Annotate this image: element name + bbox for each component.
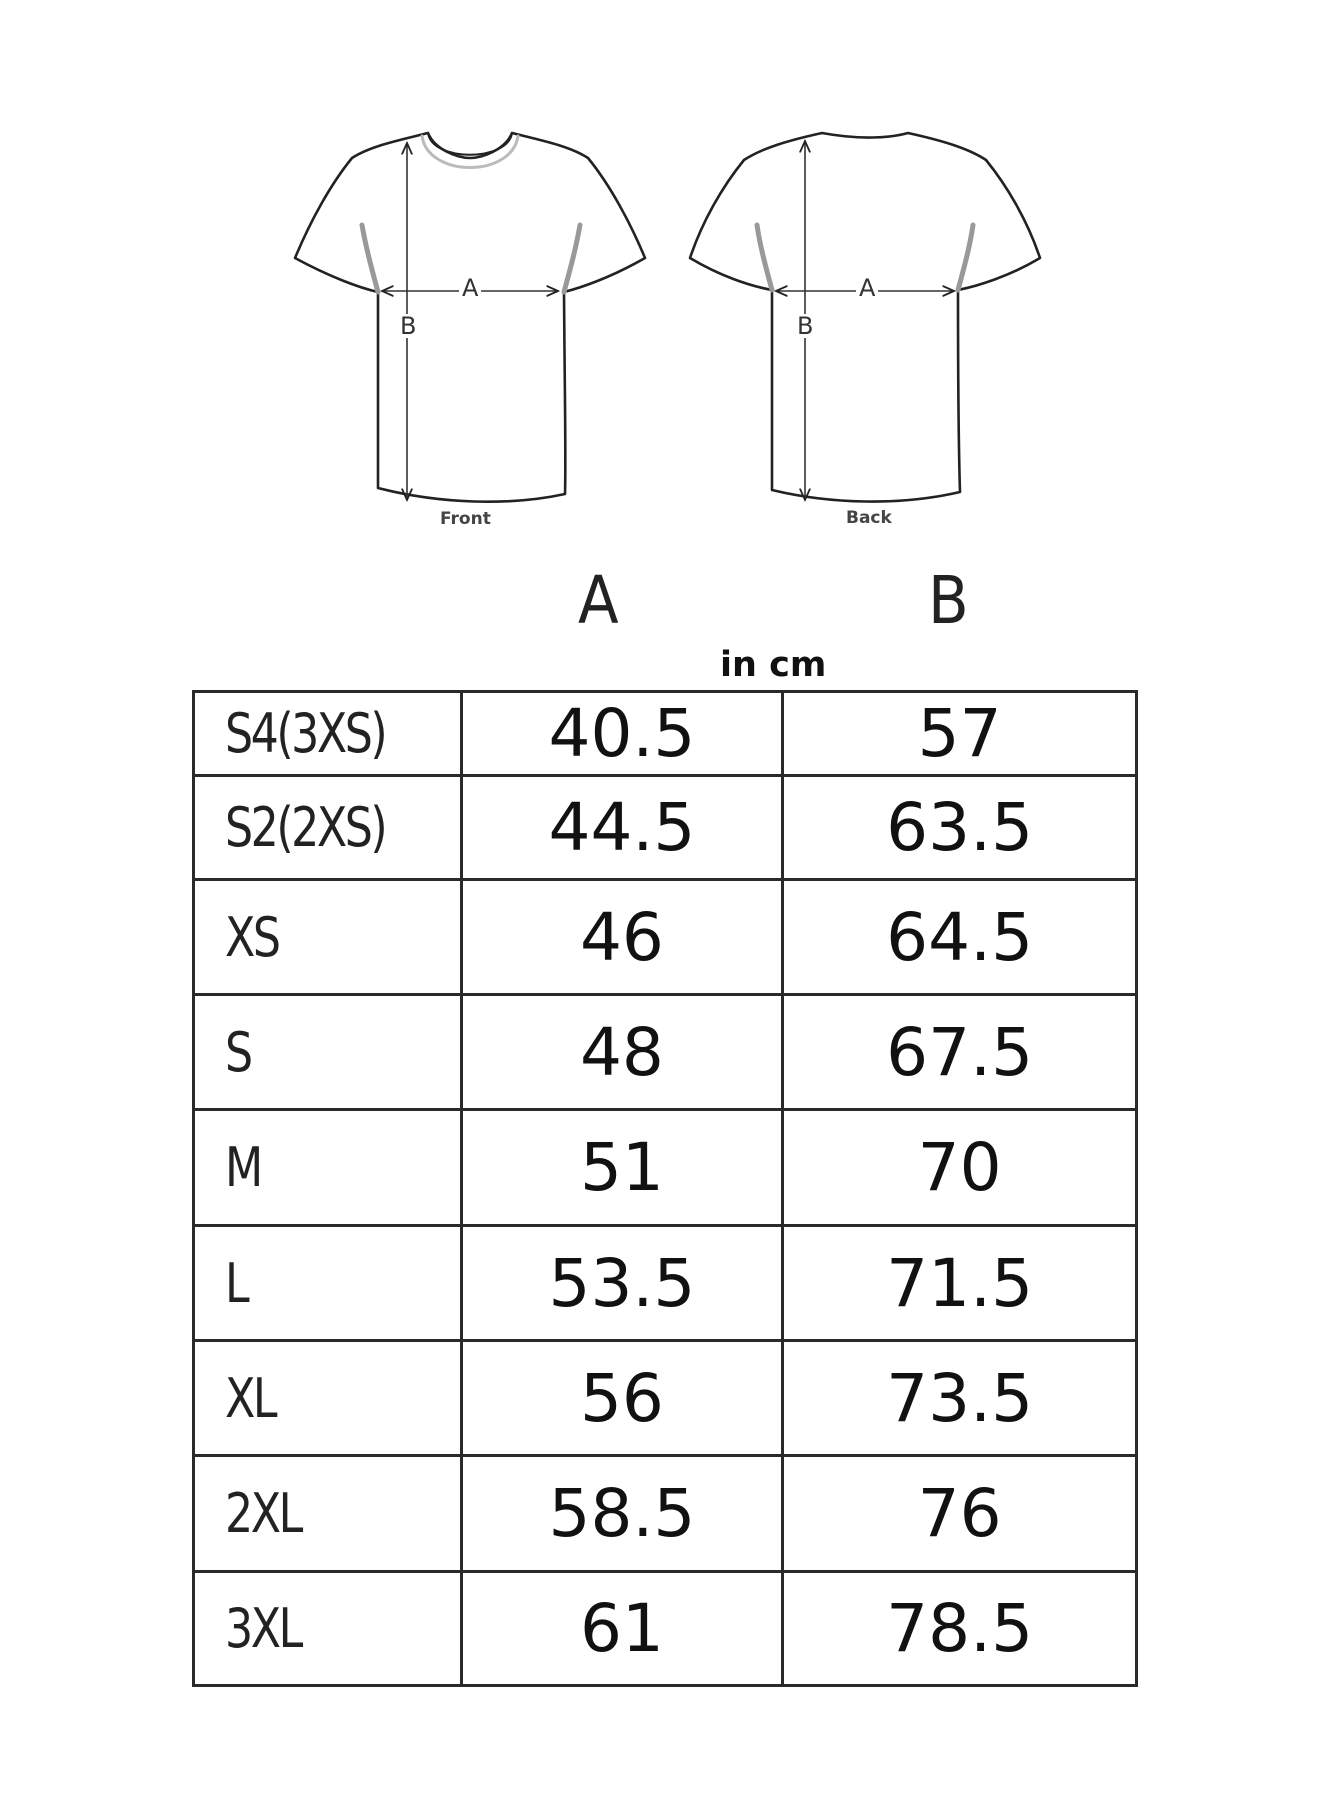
table-row: XL 56 73.5 (192, 1339, 1138, 1457)
table-row: S2(2XS) 44.5 63.5 (192, 774, 1138, 881)
size-table: S4(3XS) 40.5 57 S2(2XS) 44.5 63.5 XS 46 … (192, 690, 1138, 1687)
value-a-cell: 40.5 (459, 690, 785, 777)
tshirt-outlines (293, 131, 1042, 504)
column-header-b: B (928, 562, 969, 639)
value-b-cell: 63.5 (781, 774, 1138, 881)
front-shirt-outline (293, 131, 647, 504)
size-cell: S (192, 993, 463, 1111)
value-b-cell: 64.5 (781, 878, 1138, 996)
size-cell: XS (192, 878, 463, 996)
value-b-cell: 71.5 (781, 1224, 1138, 1342)
front-dim-b-label: B (398, 312, 419, 340)
value-a-cell: 58.5 (459, 1454, 785, 1573)
size-cell: 2XL (192, 1454, 463, 1573)
front-label: Front (440, 509, 491, 529)
size-cell: S2(2XS) (192, 774, 463, 881)
table-row: 3XL 61 78.5 (192, 1570, 1138, 1687)
value-a-cell: 46 (459, 878, 785, 996)
value-a-cell: 56 (459, 1339, 785, 1457)
size-cell: L (192, 1224, 463, 1342)
value-b-cell: 57 (781, 690, 1138, 777)
back-label: Back (846, 508, 892, 528)
table-row: 2XL 58.5 76 (192, 1454, 1138, 1573)
back-shirt-outline (688, 131, 1042, 503)
value-a-cell: 51 (459, 1108, 785, 1227)
value-a-cell: 44.5 (459, 774, 785, 881)
size-cell: 3XL (192, 1570, 463, 1687)
unit-note: in cm (720, 645, 827, 685)
value-b-cell: 73.5 (781, 1339, 1138, 1457)
column-header-a: A (578, 562, 619, 639)
back-dim-a-label: A (856, 276, 879, 300)
table-row: XS 46 64.5 (192, 878, 1138, 996)
value-b-cell: 76 (781, 1454, 1138, 1573)
table-row: S4(3XS) 40.5 57 (192, 690, 1138, 777)
table-row: M 51 70 (192, 1108, 1138, 1227)
value-a-cell: 48 (459, 993, 785, 1111)
front-dim-a-label: A (459, 276, 482, 300)
table-row: L 53.5 71.5 (192, 1224, 1138, 1342)
value-b-cell: 78.5 (781, 1570, 1138, 1687)
value-a-cell: 61 (459, 1570, 785, 1687)
table-row: S 48 67.5 (192, 993, 1138, 1111)
value-b-cell: 70 (781, 1108, 1138, 1227)
value-a-cell: 53.5 (459, 1224, 785, 1342)
size-cell: S4(3XS) (192, 690, 463, 777)
back-dim-b-label: B (795, 312, 816, 340)
value-b-cell: 67.5 (781, 993, 1138, 1111)
size-cell: XL (192, 1339, 463, 1457)
size-cell: M (192, 1108, 463, 1227)
tshirt-diagram: A B Front A B Back (0, 0, 1333, 560)
